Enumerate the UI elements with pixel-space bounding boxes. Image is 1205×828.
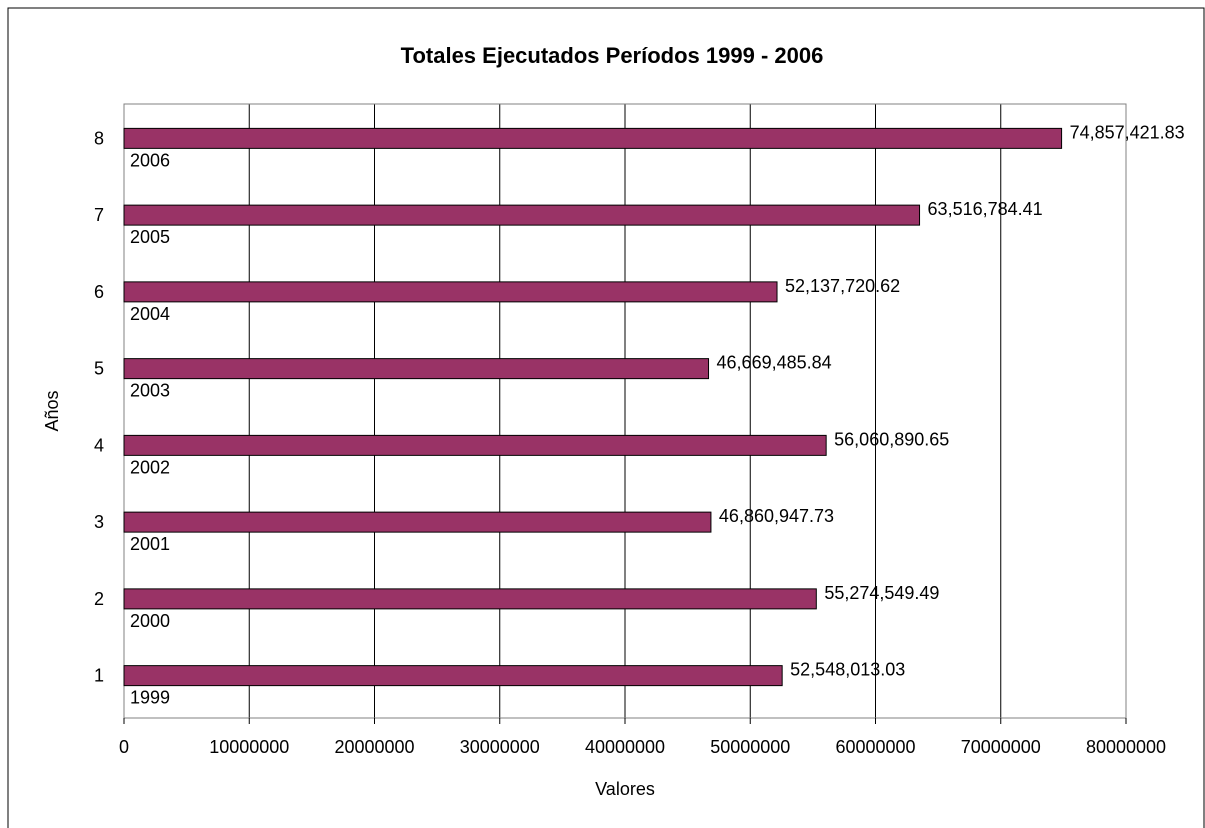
x-tick-label: 50000000 <box>710 737 790 757</box>
bar <box>123 281 778 303</box>
data-label: 52,137,720.62 <box>785 276 900 296</box>
bar-category-label: 2004 <box>130 304 170 324</box>
x-tick-label: 0 <box>119 737 129 757</box>
y-tick-label: 7 <box>94 205 104 225</box>
bar <box>123 434 827 456</box>
x-tick-label: 70000000 <box>961 737 1041 757</box>
data-labels: 1 1999 52,548,013.03 2 2000 55,274,549.49 3 200… <box>94 122 1185 707</box>
bar-category-label: 1999 <box>130 688 170 708</box>
bar <box>123 665 783 687</box>
bar <box>123 511 712 533</box>
data-label: 46,669,485.84 <box>717 353 832 373</box>
x-tick-label: 40000000 <box>585 737 665 757</box>
bar-category-label: 2006 <box>130 150 170 170</box>
x-axis-label: Valores <box>595 779 655 799</box>
bar-category-label: 2005 <box>130 227 170 247</box>
data-label: 46,860,947.73 <box>719 506 834 526</box>
chart-title: Totales Ejecutados Períodos 1999 - 2006 <box>401 43 824 68</box>
bar <box>123 588 817 610</box>
data-label: 74,857,421.83 <box>1070 122 1185 142</box>
y-tick-label: 6 <box>94 282 104 302</box>
x-tick-label: 80000000 <box>1086 737 1166 757</box>
data-label: 56,060,890.65 <box>834 429 949 449</box>
bar-category-label: 2001 <box>130 534 170 554</box>
y-axis-label: Años <box>42 390 62 431</box>
data-label: 52,548,013.03 <box>790 660 905 680</box>
data-label: 55,274,549.49 <box>824 583 939 603</box>
x-tick-label: 30000000 <box>460 737 540 757</box>
y-tick-label: 1 <box>94 666 104 686</box>
y-tick-label: 4 <box>94 435 104 455</box>
y-tick-label: 5 <box>94 359 104 379</box>
y-tick-label: 8 <box>94 128 104 148</box>
bar-category-label: 2003 <box>130 381 170 401</box>
x-tick-label: 60000000 <box>835 737 915 757</box>
bar <box>123 358 710 380</box>
bar <box>123 204 921 226</box>
y-tick-label: 2 <box>94 589 104 609</box>
y-tick-label: 3 <box>94 512 104 532</box>
data-label: 63,516,784.41 <box>928 199 1043 219</box>
x-axis: 0 10000000 20000000 30000000 40000000 5000000… <box>119 718 1166 757</box>
bars <box>123 127 1063 687</box>
bar <box>123 127 1063 149</box>
x-tick-label: 20000000 <box>334 737 414 757</box>
bar-category-label: 2000 <box>130 611 170 631</box>
x-tick-label: 10000000 <box>209 737 289 757</box>
bar-category-label: 2002 <box>130 457 170 477</box>
